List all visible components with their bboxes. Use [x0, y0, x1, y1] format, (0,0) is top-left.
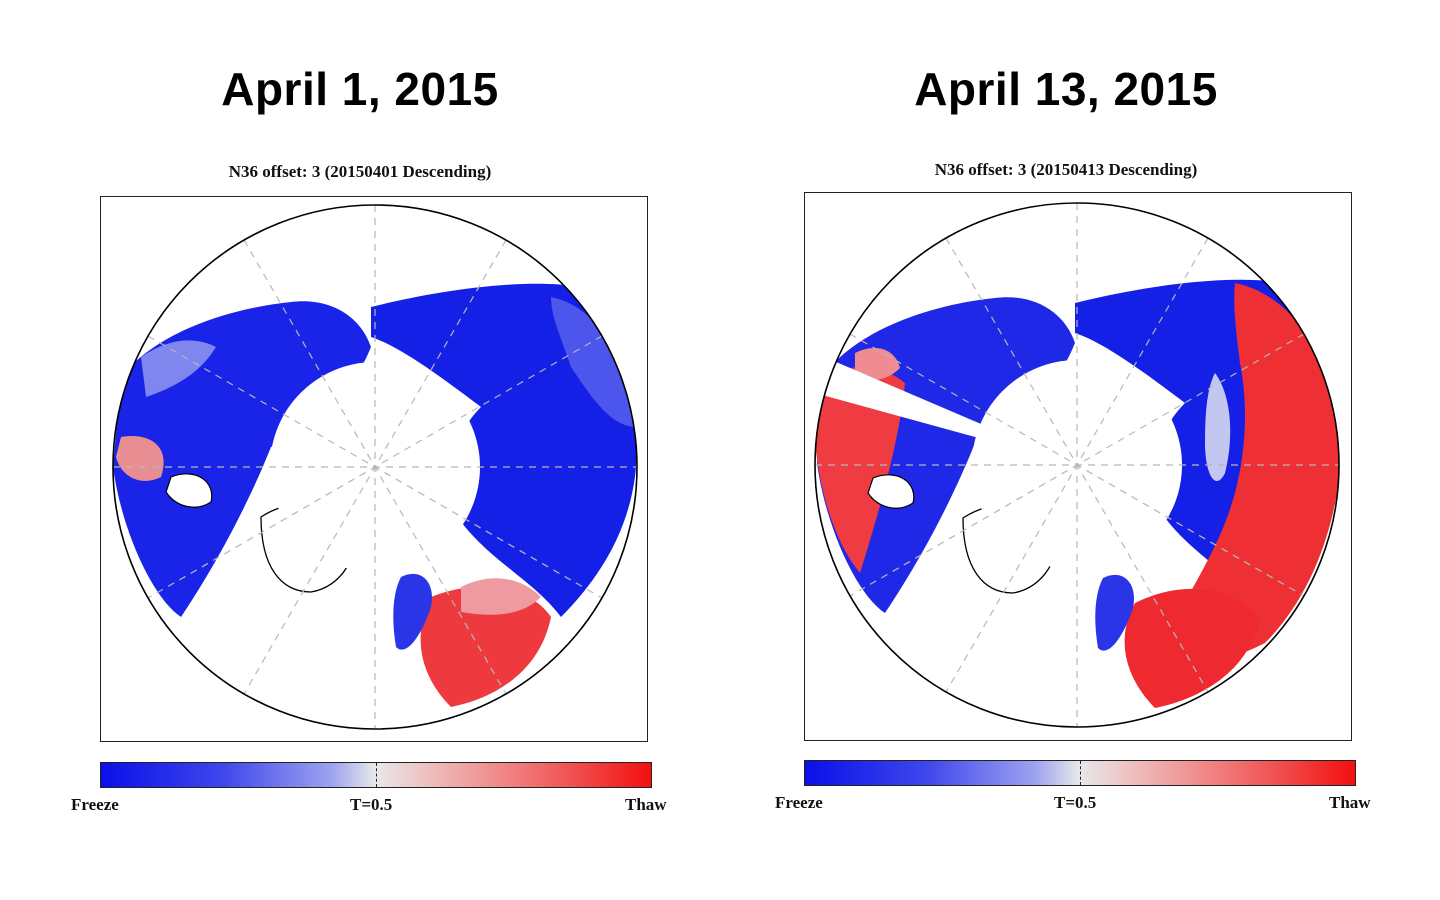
region-scandinavia	[1095, 574, 1134, 651]
polar-map	[814, 202, 1340, 728]
region-north-america-thaw	[815, 367, 905, 573]
colorbar	[804, 760, 1356, 786]
polar-map-frame	[100, 196, 648, 742]
region-eurasia-thaw	[1155, 283, 1339, 667]
panel-heading: April 13, 2015	[914, 63, 1218, 115]
region-hudson-bay	[867, 474, 915, 509]
region-pale-freeze	[141, 340, 216, 397]
colorbar-thaw-label: Thaw	[1329, 793, 1371, 812]
region-scandinavia	[393, 573, 432, 650]
polar-map	[112, 204, 638, 730]
graticule	[113, 205, 637, 729]
colorbar-threshold-label: T=0.5	[1054, 793, 1097, 812]
region-hudson-bay	[165, 473, 213, 508]
colorbar	[100, 762, 652, 788]
colorbar-freeze-label: Freeze	[71, 795, 119, 814]
panel-april-13: April 13, 2015 N36 offset: 3 (20150413 D…	[720, 0, 1440, 900]
region-transition-band	[1205, 373, 1231, 482]
colorbar-threshold-tick	[376, 763, 377, 787]
map-title: N36 offset: 3 (20150413 Descending)	[934, 160, 1198, 179]
colorbar-freeze-label: Freeze	[775, 793, 823, 812]
region-thaw-patch	[116, 436, 164, 481]
colorbar-thaw-label: Thaw	[625, 795, 667, 814]
graticule	[815, 203, 1339, 727]
polar-map-frame	[804, 192, 1352, 741]
region-eurasia-freeze	[371, 283, 637, 617]
region-europe-thaw	[420, 586, 551, 707]
colorbar-threshold-label: T=0.5	[350, 795, 393, 814]
panel-april-1: April 1, 2015 N36 offset: 3 (20150401 De…	[71, 63, 667, 814]
panel-heading: April 1, 2015	[221, 63, 499, 115]
colorbar-threshold-tick	[1080, 761, 1081, 785]
region-eurasia-mixed	[551, 297, 636, 427]
map-boundary-circle	[814, 202, 1340, 728]
map-title: N36 offset: 3 (20150401 Descending)	[228, 162, 492, 181]
region-no-data-wedge	[815, 353, 1077, 465]
region-europe-transition	[461, 578, 541, 615]
map-boundary-circle	[112, 204, 638, 730]
region-europe-thaw	[1124, 588, 1260, 708]
